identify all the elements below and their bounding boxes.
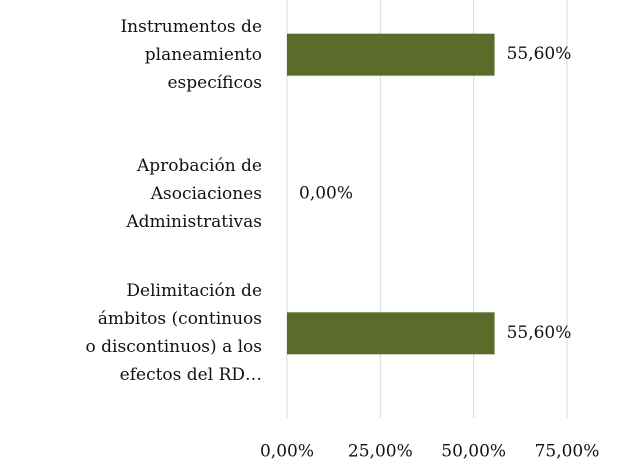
x-tick-label: 0,00%	[260, 442, 314, 462]
bar	[287, 33, 495, 76]
x-tick-label: 25,00%	[348, 442, 413, 462]
value-label: 55,60%	[507, 44, 572, 64]
value-label: 55,60%	[507, 323, 572, 343]
y-tick-label: Aprobación de Asociaciones Administrativ…	[126, 156, 262, 232]
y-tick-label: Delimitación de ámbitos (continuos o dis…	[85, 281, 262, 386]
bar	[287, 312, 495, 355]
y-tick-label: Instrumentos de planeamiento específicos	[120, 16, 262, 93]
value-label: 0,00%	[299, 184, 353, 204]
x-tick-label: 50,00%	[441, 442, 506, 462]
x-tick-label: 75,00%	[535, 442, 600, 462]
